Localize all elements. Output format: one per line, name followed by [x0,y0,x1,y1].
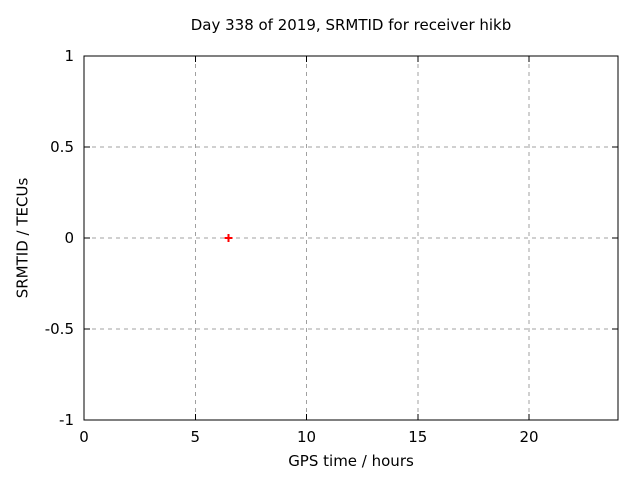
x-axis-label: GPS time / hours [288,452,414,470]
y-tick-label: -1 [59,411,74,429]
chart-title: Day 338 of 2019, SRMTID for receiver hik… [190,16,512,34]
y-tick-label: 0 [64,229,74,247]
y-tick-label: 1 [64,47,74,65]
x-tick-label: 15 [408,428,428,446]
x-tick-label: 0 [79,428,89,446]
y-tick-label: 0.5 [50,138,74,156]
plot-border [83,55,619,421]
x-tick-label: 10 [296,428,317,446]
y-tick-label: -0.5 [44,320,74,338]
x-tick-label: 5 [190,428,201,446]
x-tick-label: 20 [519,428,539,446]
